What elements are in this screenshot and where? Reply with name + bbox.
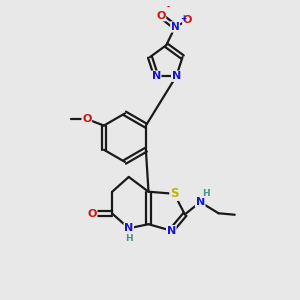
Text: S: S [170, 187, 178, 200]
Text: N: N [172, 71, 181, 81]
Text: N: N [167, 226, 176, 236]
Text: H: H [125, 234, 133, 243]
Text: O: O [183, 15, 192, 26]
Text: O: O [82, 114, 92, 124]
Text: N: N [171, 22, 179, 32]
Text: H: H [202, 189, 209, 198]
Text: +: + [181, 14, 187, 23]
Text: N: N [152, 71, 161, 81]
Text: N: N [196, 197, 205, 207]
Text: O: O [87, 208, 97, 219]
Text: O: O [156, 11, 166, 21]
Text: -: - [167, 3, 170, 12]
Text: N: N [124, 223, 134, 233]
Text: methoxy: methoxy [69, 117, 75, 119]
